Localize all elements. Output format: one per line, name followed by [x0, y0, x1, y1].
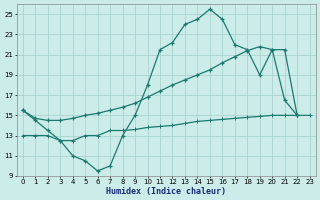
X-axis label: Humidex (Indice chaleur): Humidex (Indice chaleur)	[106, 187, 226, 196]
